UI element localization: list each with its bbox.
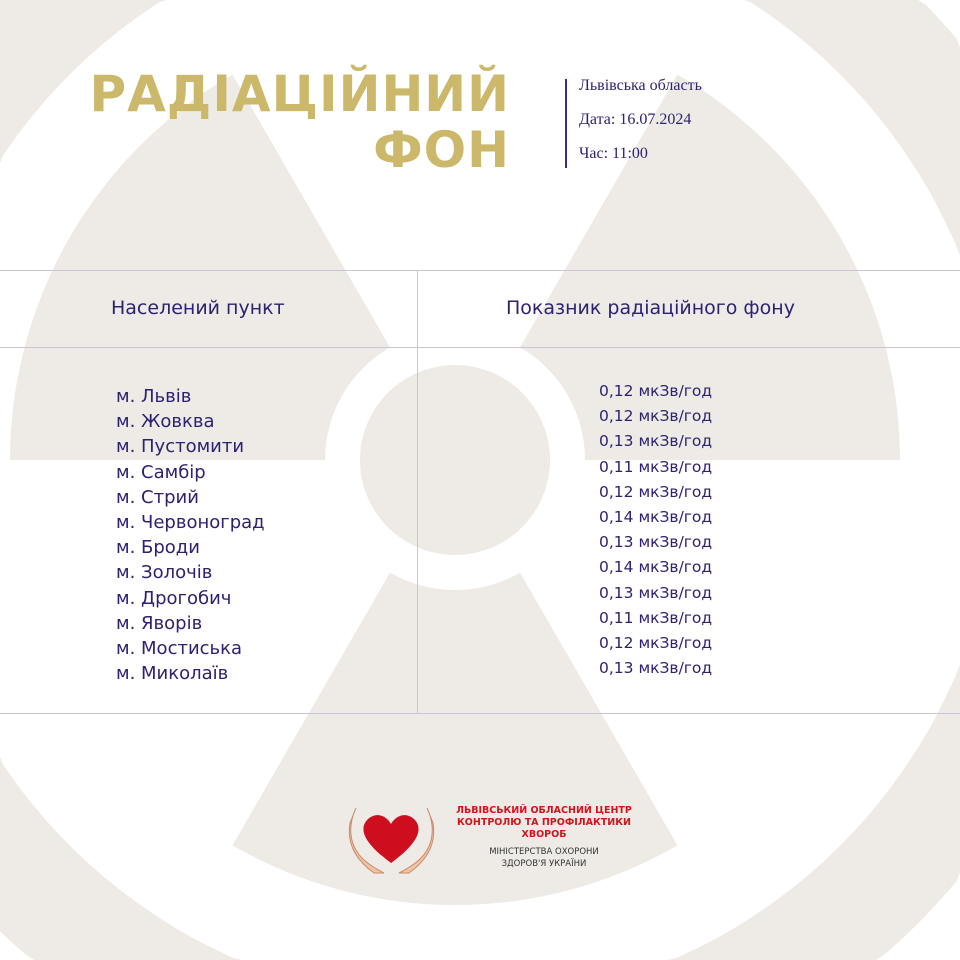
divider bbox=[565, 79, 567, 168]
trefoil-center bbox=[360, 365, 550, 555]
table-bottom-border bbox=[0, 713, 960, 714]
table-header-border bbox=[0, 347, 960, 348]
org-name-line-3: ХВОРОБ bbox=[521, 829, 567, 840]
radiation-value-cell: 0,12 мкЗв/год bbox=[599, 482, 713, 501]
region-label: Львівська область bbox=[579, 77, 702, 94]
radiation-value-cell: 0,11 мкЗв/год bbox=[599, 608, 713, 627]
city-cell: м. Миколаїв bbox=[116, 663, 229, 685]
city-cell: м. Стрий bbox=[116, 486, 199, 508]
org-name-line-2: КОНТРОЛЮ ТА ПРОФІЛАКТИКИ bbox=[457, 817, 631, 828]
column-header-city: Населений пункт bbox=[111, 297, 285, 319]
radiation-value-cell: 0,12 мкЗв/год bbox=[599, 382, 713, 400]
org-name-line-1: ЛЬВІВСЬКИЙ ОБЛАСНИЙ ЦЕНТР bbox=[456, 805, 632, 816]
city-cell: м. Броди bbox=[116, 537, 200, 559]
title-line-1: РАДІАЦІЙНИЙ bbox=[89, 65, 510, 123]
radiation-value-cell: 0,12 мкЗв/год bbox=[599, 407, 713, 426]
page-title: РАДІАЦІЙНИЙ ФОН bbox=[89, 66, 510, 178]
city-cell: м. Мостиська bbox=[116, 637, 243, 659]
radiation-value-cell: 0,14 мкЗв/год bbox=[599, 558, 713, 577]
city-cell: м. Яворів bbox=[116, 612, 203, 634]
city-cell: м. Самбір bbox=[116, 461, 206, 483]
ministry-line-1: МІНІСТЕРСТВА ОХОРОНИ bbox=[489, 847, 599, 857]
city-cell: м. Дрогобич bbox=[116, 587, 232, 609]
city-cell: м. Червоноград bbox=[116, 511, 265, 533]
radiation-value-cell: 0,11 мкЗв/год bbox=[599, 457, 713, 476]
city-cell: м. Жовква bbox=[116, 411, 215, 433]
city-cell: м. Пустомити bbox=[116, 436, 245, 458]
heart-hands-icon bbox=[348, 807, 435, 874]
trefoil-blade bbox=[10, 74, 390, 460]
trefoil-blade bbox=[520, 74, 900, 460]
date-label: Дата: 16.07.2024 bbox=[579, 111, 692, 128]
time-label: Час: 11:00 bbox=[579, 145, 648, 162]
radiation-value-cell: 0,13 мкЗв/год bbox=[599, 432, 713, 451]
city-cell: м. Золочів bbox=[116, 562, 213, 584]
radiation-value-cell: 0,13 мкЗв/год bbox=[599, 583, 713, 602]
city-cell: м. Львів bbox=[116, 386, 192, 407]
table-top-border bbox=[0, 270, 960, 271]
city-list: м. Львів м. Жовква м. Пустомити м. Самбір м.… bbox=[116, 384, 265, 686]
value-list: 0,12 мкЗв/год 0,12 мкЗв/год 0,13 мкЗв/год 0… bbox=[599, 379, 712, 681]
radiation-value-cell: 0,12 мкЗв/год bbox=[599, 633, 713, 652]
trefoil-blade bbox=[232, 572, 678, 905]
radiation-value-cell: 0,13 мкЗв/год bbox=[599, 533, 713, 552]
radiation-value-cell: 0,13 мкЗв/год bbox=[599, 659, 713, 678]
radiation-value-cell: 0,14 мкЗв/год bbox=[599, 507, 713, 526]
ministry-line-2: ЗДОРОВ'Я УКРАЇНИ bbox=[501, 859, 587, 869]
column-divider bbox=[417, 270, 418, 714]
organization-logo: ЛЬВІВСЬКИЙ ОБЛАСНИЙ ЦЕНТР КОНТРОЛЮ ТА ПР… bbox=[344, 805, 654, 875]
column-header-value: Показник радіаційного фону bbox=[506, 297, 795, 319]
title-line-2: ФОН bbox=[373, 121, 510, 179]
